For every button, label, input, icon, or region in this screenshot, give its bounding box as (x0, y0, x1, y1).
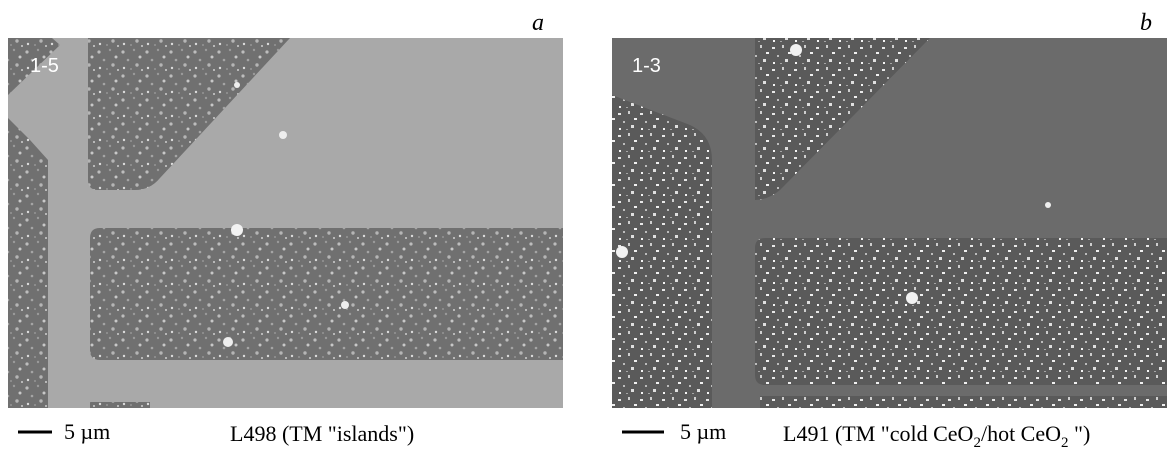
textured-region (8, 118, 48, 408)
particle (1045, 202, 1051, 208)
caption-text: L498 (TM "islands") (230, 421, 414, 446)
textured-region (90, 228, 563, 360)
panel-letter: a (532, 10, 544, 36)
panel-letter: b (1140, 10, 1152, 36)
textured-region (88, 38, 290, 190)
textured-region (755, 238, 1167, 385)
panel-a: 1-5 a 5 µm L498 (TM "islands") (8, 10, 563, 446)
particle (231, 224, 243, 236)
particle (341, 301, 349, 309)
textured-region (612, 95, 712, 408)
particle (279, 131, 287, 139)
scale-bar-label: 5 µm (64, 419, 110, 444)
caption: L498 (TM "islands") (230, 421, 414, 446)
textured-region (8, 38, 60, 95)
caption-text: ") (1069, 421, 1091, 446)
sample-label: 1-3 (632, 55, 661, 77)
particle (223, 337, 233, 347)
sample-label: 1-5 (30, 55, 59, 77)
caption: L491 (TM "cold CeO2/hot CeO2 ") (783, 421, 1090, 450)
particle (234, 82, 240, 88)
particle (790, 44, 802, 56)
subscript: 2 (973, 435, 981, 450)
textured-region (755, 38, 930, 200)
caption-text: /hot CeO (981, 421, 1061, 446)
scale-bar-label: 5 µm (680, 419, 726, 444)
textured-region (90, 402, 150, 408)
textured-region (760, 396, 1167, 408)
panel-b: 1-3 b 5 µm L491 (TM "cold CeO2/hot CeO2 … (612, 10, 1167, 450)
particle (616, 246, 628, 258)
particle (906, 292, 918, 304)
subscript: 2 (1061, 435, 1069, 450)
caption-text: L491 (TM "cold CeO (783, 421, 973, 446)
